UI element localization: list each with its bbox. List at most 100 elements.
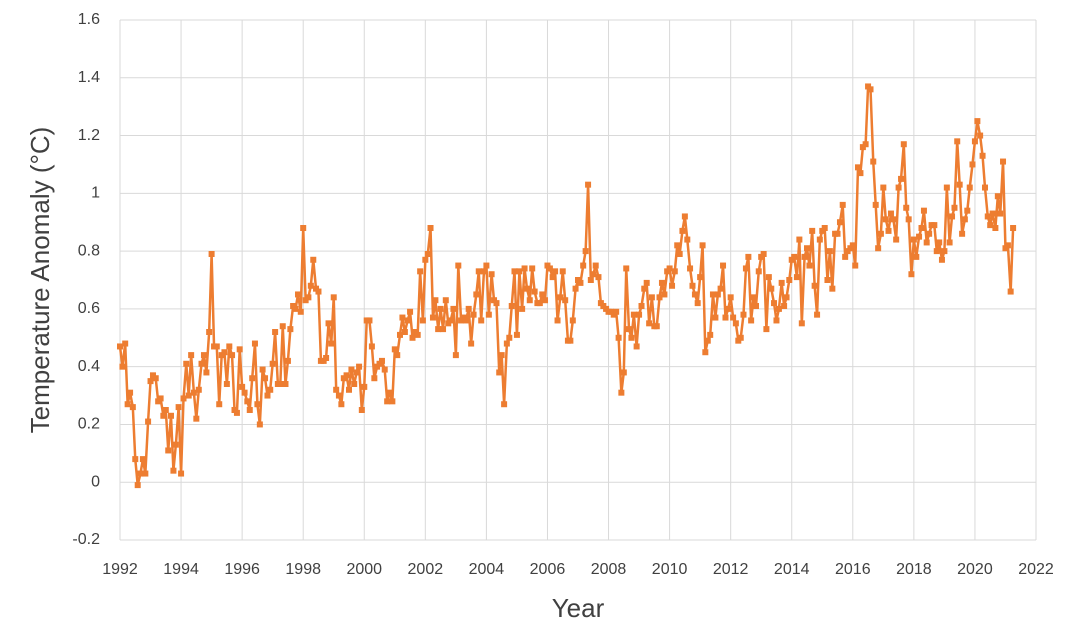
data-point	[239, 383, 246, 390]
data-point	[137, 470, 144, 477]
data-point	[679, 227, 686, 234]
data-point	[887, 210, 894, 217]
data-point	[587, 277, 594, 283]
data-point	[330, 294, 337, 301]
data-point	[765, 274, 772, 281]
data-point	[190, 389, 197, 396]
data-point	[254, 401, 261, 408]
data-point	[684, 236, 691, 243]
x-axis-title: Year	[552, 593, 605, 623]
data-point	[804, 245, 810, 252]
data-point	[300, 225, 307, 231]
data-point	[203, 369, 210, 376]
x-tick-label: 2006	[530, 561, 566, 578]
data-point	[987, 222, 994, 229]
data-point	[524, 285, 531, 292]
data-point	[206, 329, 213, 335]
data-point	[618, 389, 625, 396]
data-point	[386, 389, 393, 396]
data-point	[748, 317, 755, 324]
data-point	[613, 308, 620, 315]
data-point	[119, 363, 126, 370]
data-point	[842, 253, 849, 260]
data-point	[977, 132, 984, 139]
data-point	[938, 256, 945, 263]
data-point	[378, 357, 385, 364]
data-point	[702, 349, 709, 356]
data-point	[982, 184, 989, 191]
data-point	[175, 404, 182, 411]
data-point	[875, 245, 882, 252]
data-point	[519, 305, 526, 312]
data-point	[404, 317, 411, 324]
data-point	[251, 340, 258, 347]
x-tick-label: 2000	[346, 561, 382, 578]
data-point	[447, 317, 454, 324]
data-point	[147, 378, 154, 385]
data-point	[122, 340, 129, 347]
data-point	[931, 222, 938, 229]
x-tick-label: 2016	[835, 561, 871, 578]
data-point	[496, 369, 503, 376]
data-point	[750, 294, 757, 301]
data-point	[539, 291, 546, 298]
data-point	[371, 375, 378, 382]
data-point	[689, 282, 696, 289]
data-point	[656, 294, 663, 301]
data-point	[323, 355, 330, 361]
data-point	[720, 262, 727, 269]
data-point	[542, 297, 549, 304]
data-point	[653, 323, 660, 330]
data-point	[867, 86, 874, 93]
y-tick-label: 1.4	[78, 69, 100, 86]
data-point	[552, 268, 559, 275]
data-point	[160, 412, 167, 419]
data-point	[742, 265, 749, 272]
data-point	[910, 236, 917, 243]
data-point	[786, 277, 793, 283]
data-point	[707, 331, 714, 338]
y-axis-title: Temperature Anomaly (°C)	[25, 127, 55, 434]
data-point	[908, 271, 915, 278]
data-point	[768, 285, 775, 292]
data-point	[167, 412, 174, 419]
data-point	[615, 334, 622, 341]
y-tick-label: 1.2	[78, 127, 100, 144]
data-point	[429, 314, 436, 321]
data-point	[282, 381, 289, 387]
data-point	[905, 216, 912, 223]
data-point	[806, 262, 813, 269]
data-point	[979, 152, 986, 159]
data-point	[936, 239, 943, 246]
data-point	[384, 398, 391, 405]
data-point	[241, 389, 248, 396]
data-point	[473, 291, 480, 298]
y-tick-label: -0.2	[72, 531, 100, 548]
data-point	[279, 323, 286, 330]
data-point	[821, 225, 828, 231]
data-point	[272, 329, 279, 335]
x-tick-label: 1992	[102, 561, 138, 578]
x-tick-label: 2012	[713, 561, 749, 578]
data-point	[691, 291, 698, 298]
data-point	[353, 369, 360, 376]
data-point	[139, 456, 146, 463]
data-point	[223, 381, 230, 387]
data-point	[262, 375, 269, 382]
data-point	[396, 331, 403, 338]
data-point	[246, 407, 253, 413]
data-point	[124, 401, 131, 408]
data-point	[946, 239, 953, 246]
data-point	[676, 251, 683, 257]
x-tick-label: 1994	[163, 561, 199, 578]
data-point	[172, 441, 179, 448]
data-point	[699, 242, 706, 249]
data-point	[694, 300, 701, 307]
x-tick-label: 2002	[408, 561, 444, 578]
data-point	[974, 118, 981, 125]
data-point	[157, 395, 164, 402]
data-point	[595, 274, 602, 281]
data-point	[880, 184, 887, 191]
data-point	[244, 398, 251, 405]
data-point	[984, 213, 991, 220]
